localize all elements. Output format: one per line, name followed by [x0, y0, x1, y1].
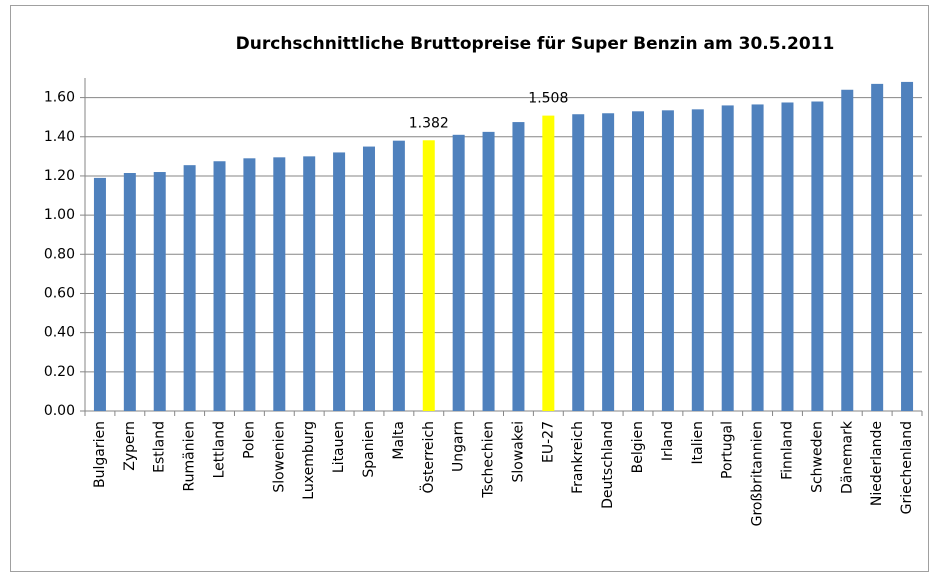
y-tick-label: 1.40	[44, 129, 75, 145]
x-tick-label: Slowenien	[271, 421, 287, 493]
y-tick-label: 1.00	[44, 207, 75, 223]
bar	[93, 177, 106, 411]
bar	[572, 114, 585, 412]
x-tick-label: Italien	[690, 421, 706, 464]
x-tick-label: Irland	[660, 421, 676, 461]
bar	[392, 140, 405, 411]
x-tick-label: Tschechien	[481, 421, 497, 499]
bar	[273, 157, 286, 411]
bar	[781, 102, 794, 411]
x-tick-label: Lettland	[212, 421, 228, 478]
bar	[811, 101, 824, 411]
bar	[362, 146, 375, 411]
y-tick-label: 0.80	[44, 246, 75, 262]
bar	[691, 109, 704, 411]
bar	[452, 134, 465, 411]
x-tick-label: Deutschland	[600, 421, 616, 509]
x-tick-label: Niederlande	[869, 421, 885, 506]
x-tick-label: Bulgarien	[92, 421, 108, 488]
chart-title: Durchschnittliche Bruttopreise für Super…	[236, 34, 835, 54]
data-label: 1.508	[528, 91, 568, 107]
bar	[871, 83, 884, 412]
bar	[542, 115, 555, 412]
bar	[422, 140, 435, 411]
y-tick-label: 1.60	[44, 90, 75, 106]
y-tick-label: 0.40	[44, 325, 75, 341]
x-tick-label: Österreich	[419, 421, 437, 493]
y-tick-label: 1.20	[44, 168, 75, 184]
x-tick-label: Belgien	[630, 421, 646, 473]
x-tick-label: Zypern	[122, 421, 138, 471]
bar	[512, 122, 525, 411]
x-tick-label: Slowakei	[510, 421, 526, 482]
y-tick-label: 0.00	[44, 403, 75, 419]
bar	[213, 161, 226, 411]
bar	[303, 156, 316, 411]
x-tick-label: Schweden	[809, 421, 825, 493]
bar	[123, 173, 136, 411]
bar	[841, 89, 854, 412]
x-tick-label: Dänemark	[839, 420, 855, 494]
x-tick-label: Frankreich	[570, 421, 586, 494]
x-tick-label: Spanien	[361, 421, 377, 478]
bar	[482, 131, 495, 411]
bar	[153, 172, 166, 411]
x-tick-label: Malta	[391, 421, 407, 460]
data-label: 1.382	[409, 115, 449, 131]
x-tick-label: Estland	[152, 421, 168, 473]
bar	[602, 113, 615, 412]
bar	[751, 104, 764, 411]
x-tick-label: Portugal	[720, 421, 736, 479]
bar	[632, 111, 645, 412]
y-tick-label: 0.60	[44, 285, 75, 301]
x-tick-label: Finnland	[779, 421, 795, 480]
bar	[901, 81, 914, 411]
bar	[721, 105, 734, 412]
x-tick-label: Rumänien	[182, 421, 198, 491]
bar	[333, 152, 346, 411]
x-tick-label: Luxemburg	[301, 421, 317, 500]
x-tick-label: Großbritannien	[750, 421, 766, 526]
x-tick-label: Litauen	[331, 421, 347, 473]
bar	[183, 165, 196, 411]
x-tick-label: EU-27	[540, 421, 556, 463]
x-tick-label: Griechenland	[899, 421, 915, 514]
x-tick-label: Ungarn	[451, 421, 467, 472]
y-tick-label: 0.20	[44, 364, 75, 380]
bar	[661, 110, 674, 411]
x-tick-label: Polen	[241, 421, 257, 459]
bar	[243, 158, 256, 411]
